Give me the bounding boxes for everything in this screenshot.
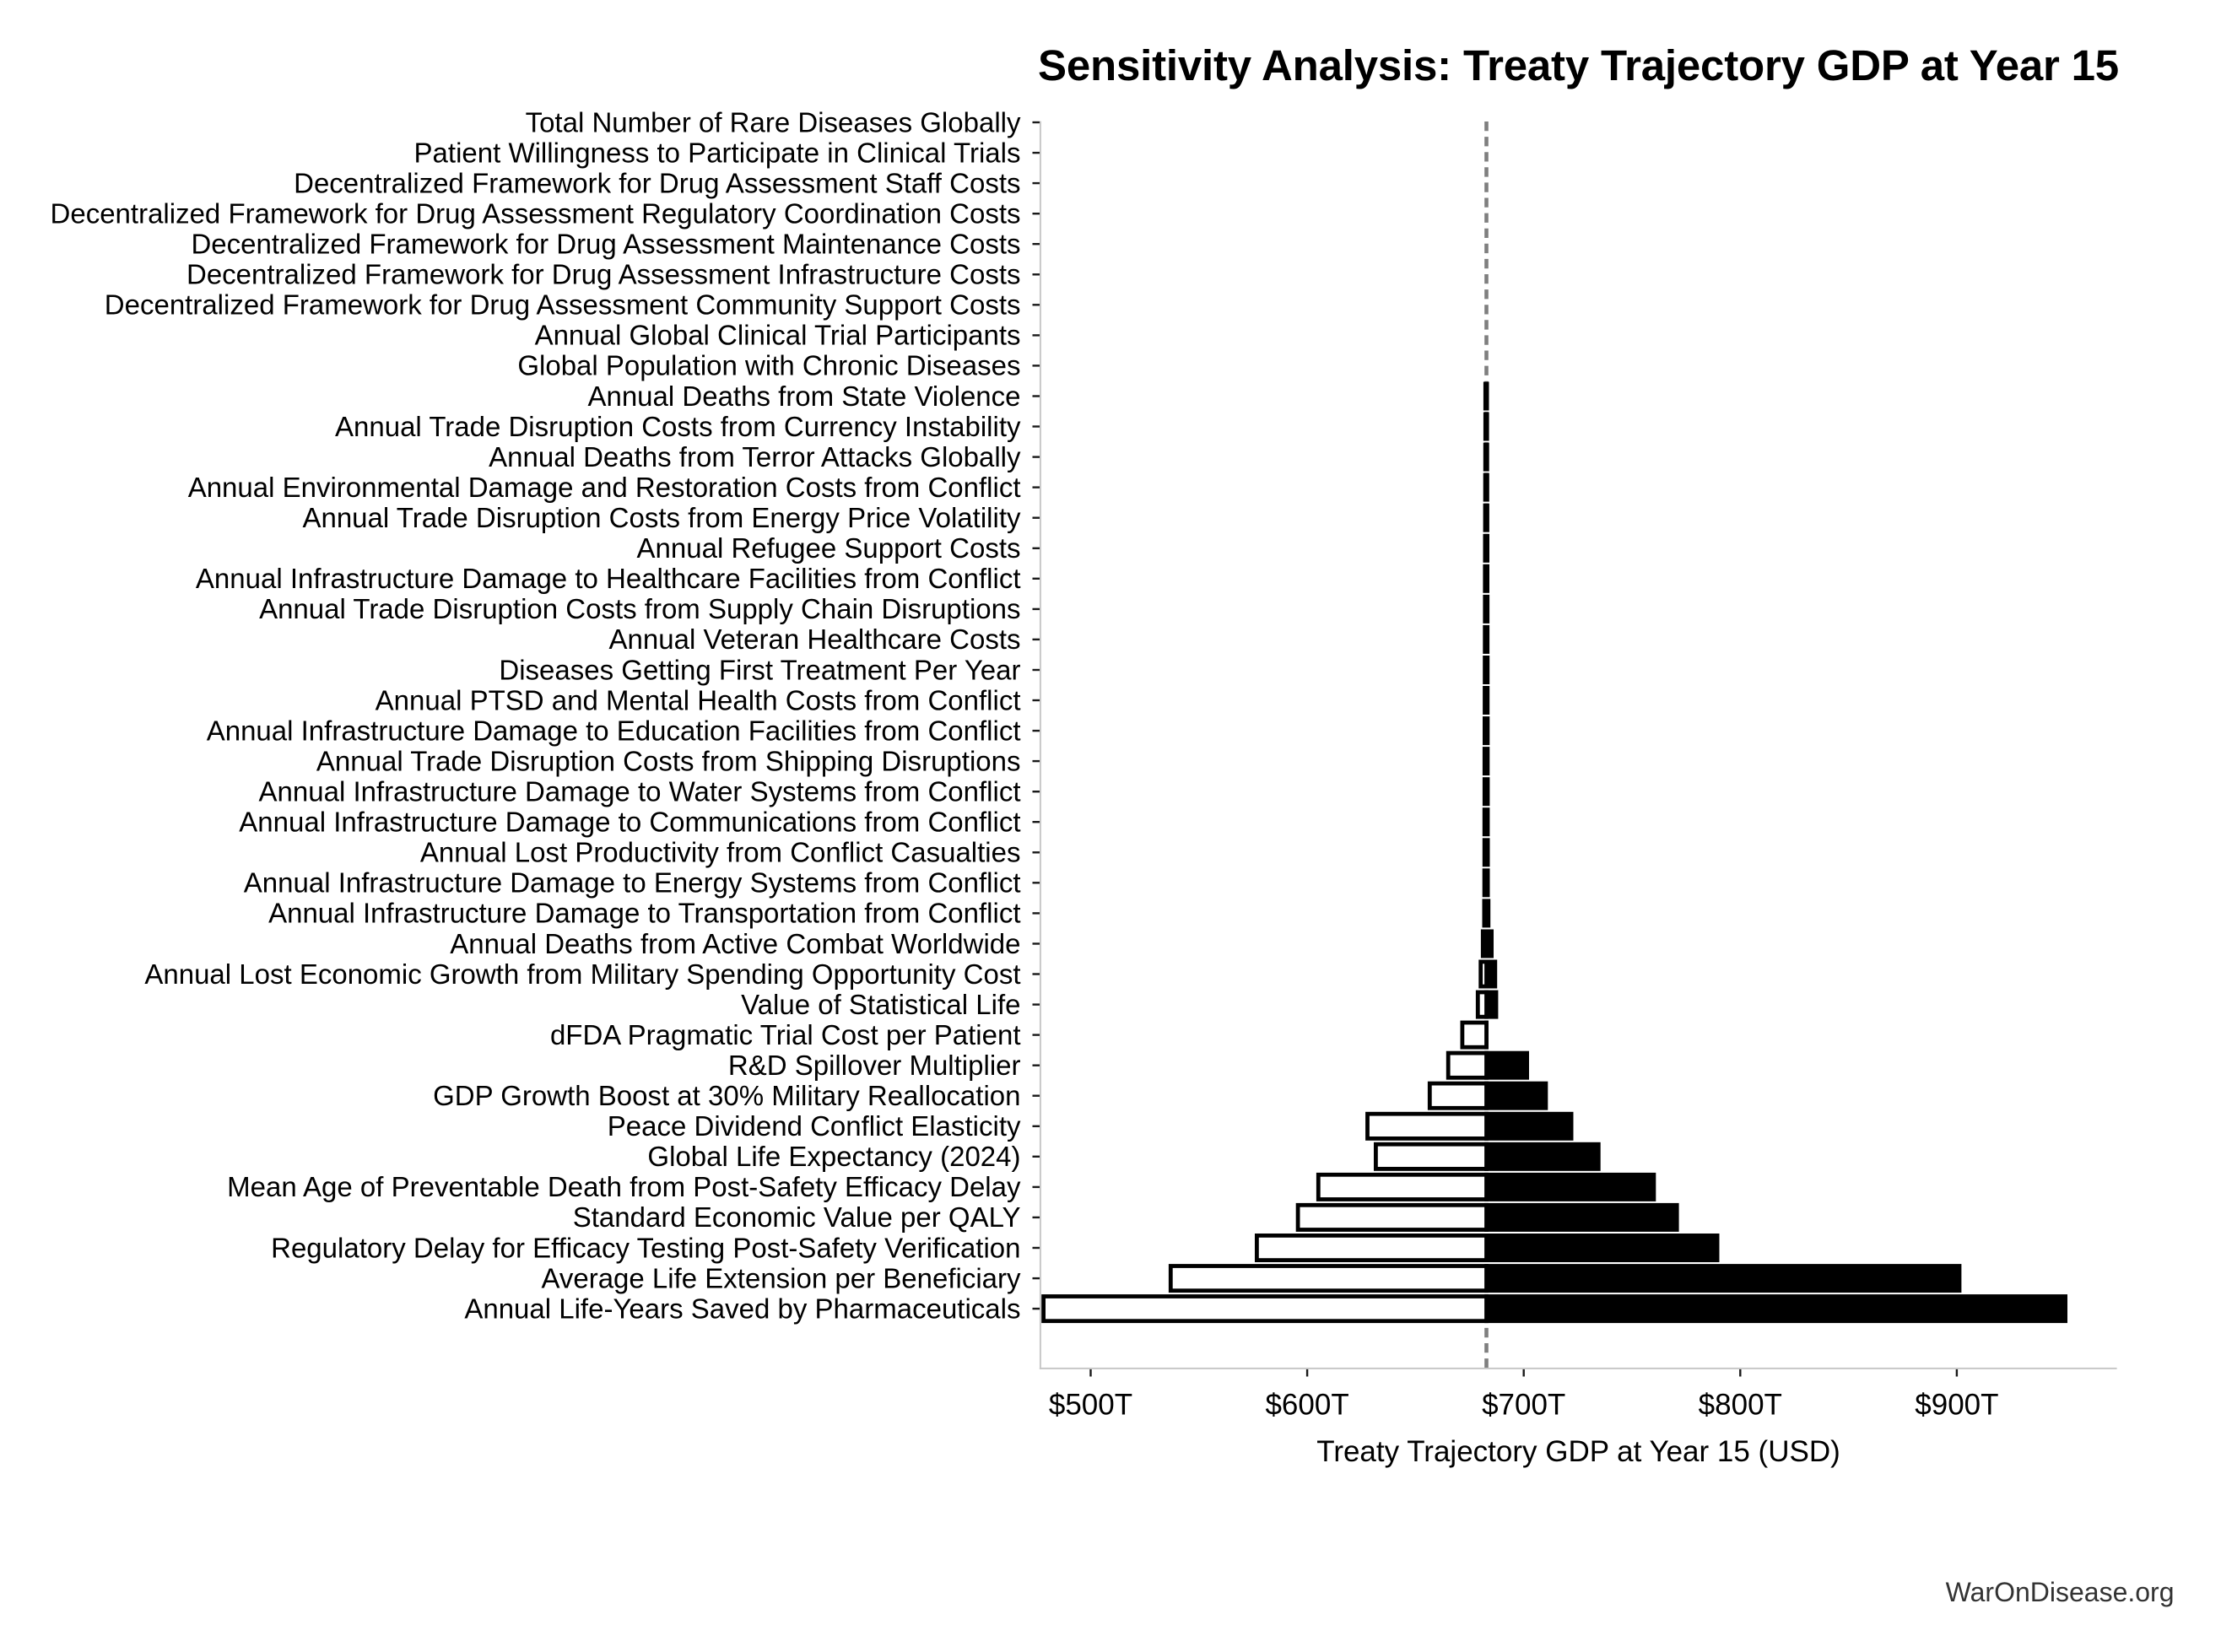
svg-text:Decentralized Framework for Dr: Decentralized Framework for Drug Assessm…	[51, 198, 1021, 229]
svg-text:Decentralized Framework for Dr: Decentralized Framework for Drug Assessm…	[186, 259, 1021, 290]
svg-text:dFDA Pragmatic Trial Cost per: dFDA Pragmatic Trial Cost per Patient	[550, 1019, 1021, 1050]
svg-text:Decentralized Framework for Dr: Decentralized Framework for Drug Assessm…	[191, 229, 1020, 260]
svg-text:Global Life Expectancy (2024): Global Life Expectancy (2024)	[647, 1141, 1020, 1172]
svg-text:Total Number of Rare Diseases: Total Number of Rare Diseases Globally	[526, 106, 1021, 138]
svg-text:Annual Trade Disruption Costs: Annual Trade Disruption Costs from Suppl…	[259, 593, 1020, 624]
svg-text:Annual Life-Years Saved by Pha: Annual Life-Years Saved by Pharmaceutica…	[464, 1293, 1020, 1324]
svg-text:Annual Trade Disruption Costs: Annual Trade Disruption Costs from Energ…	[302, 502, 1021, 533]
svg-text:Annual Deaths from Active Comb: Annual Deaths from Active Combat Worldwi…	[450, 928, 1020, 959]
svg-text:R&D Spillover Multiplier: R&D Spillover Multiplier	[728, 1050, 1021, 1081]
svg-text:Global Population with Chronic: Global Population with Chronic Diseases	[517, 350, 1020, 381]
svg-text:Annual Environmental Damage an: Annual Environmental Damage and Restorat…	[188, 472, 1021, 503]
svg-text:Patient Willingness to Partici: Patient Willingness to Participate in Cl…	[414, 137, 1021, 168]
svg-text:WarOnDisease.org: WarOnDisease.org	[1946, 1577, 2175, 1607]
svg-text:Annual Global Clinical Trial P: Annual Global Clinical Trial Participant…	[535, 320, 1021, 351]
svg-text:Annual Infrastructure Damage t: Annual Infrastructure Damage to Transpor…	[268, 898, 1020, 929]
svg-text:Decentralized Framework for Dr: Decentralized Framework for Drug Assessm…	[294, 167, 1020, 198]
svg-text:Annual Deaths from Terror Atta: Annual Deaths from Terror Attacks Global…	[489, 441, 1021, 472]
svg-text:Value of Statistical Life: Value of Statistical Life	[741, 989, 1020, 1020]
svg-text:Annual Lost Productivity from: Annual Lost Productivity from Conflict C…	[420, 837, 1021, 868]
svg-text:Diseases Getting First Treatme: Diseases Getting First Treatment Per Yea…	[499, 654, 1020, 685]
svg-text:Annual Infrastructure Damage t: Annual Infrastructure Damage to Communic…	[239, 807, 1020, 838]
svg-text:Sensitivity Analysis: Treaty T: Sensitivity Analysis: Treaty Trajectory …	[1038, 41, 2119, 89]
svg-text:Annual Infrastructure Damage t: Annual Infrastructure Damage to Water Sy…	[259, 776, 1021, 807]
svg-text:Annual Infrastructure Damage t: Annual Infrastructure Damage to Healthca…	[196, 563, 1021, 594]
svg-text:Peace Dividend Conflict Elasti: Peace Dividend Conflict Elasticity	[608, 1110, 1021, 1142]
svg-text:$800T: $800T	[1699, 1389, 1782, 1422]
svg-text:Annual Refugee Support Costs: Annual Refugee Support Costs	[637, 532, 1021, 564]
svg-text:Treaty Trajectory GDP at Year: Treaty Trajectory GDP at Year 15 (USD)	[1316, 1435, 1840, 1468]
svg-text:$500T: $500T	[1049, 1389, 1132, 1422]
svg-text:Annual PTSD and Mental Health: Annual PTSD and Mental Health Costs from…	[376, 684, 1021, 715]
svg-text:Average Life Extension per Ben: Average Life Extension per Beneficiary	[541, 1262, 1021, 1293]
svg-text:Annual Lost Economic Growth fr: Annual Lost Economic Growth from Militar…	[144, 958, 1020, 990]
svg-text:Regulatory Delay for Efficacy: Regulatory Delay for Efficacy Testing Po…	[271, 1232, 1020, 1263]
svg-text:Decentralized Framework for Dr: Decentralized Framework for Drug Assessm…	[105, 289, 1021, 321]
svg-text:Annual Veteran Healthcare Cost: Annual Veteran Healthcare Costs	[609, 624, 1021, 655]
svg-text:$600T: $600T	[1265, 1389, 1348, 1422]
svg-text:Annual Deaths from State Viole: Annual Deaths from State Violence	[587, 381, 1020, 412]
svg-text:$900T: $900T	[1915, 1389, 1998, 1422]
svg-text:Annual Infrastructure Damage t: Annual Infrastructure Damage to Energy S…	[244, 867, 1021, 899]
svg-text:Annual Trade Disruption Costs: Annual Trade Disruption Costs from Curre…	[335, 411, 1021, 442]
svg-text:$700T: $700T	[1482, 1389, 1565, 1422]
svg-text:Annual Trade Disruption Costs: Annual Trade Disruption Costs from Shipp…	[316, 745, 1021, 776]
svg-text:Standard Economic Value per QA: Standard Economic Value per QALY	[573, 1201, 1021, 1233]
svg-text:Mean Age of Preventable Death: Mean Age of Preventable Death from Post-…	[227, 1171, 1021, 1202]
svg-text:Annual Infrastructure Damage t: Annual Infrastructure Damage to Educatio…	[207, 715, 1021, 746]
svg-text:GDP Growth Boost at 30% Milita: GDP Growth Boost at 30% Military Realloc…	[433, 1080, 1020, 1111]
